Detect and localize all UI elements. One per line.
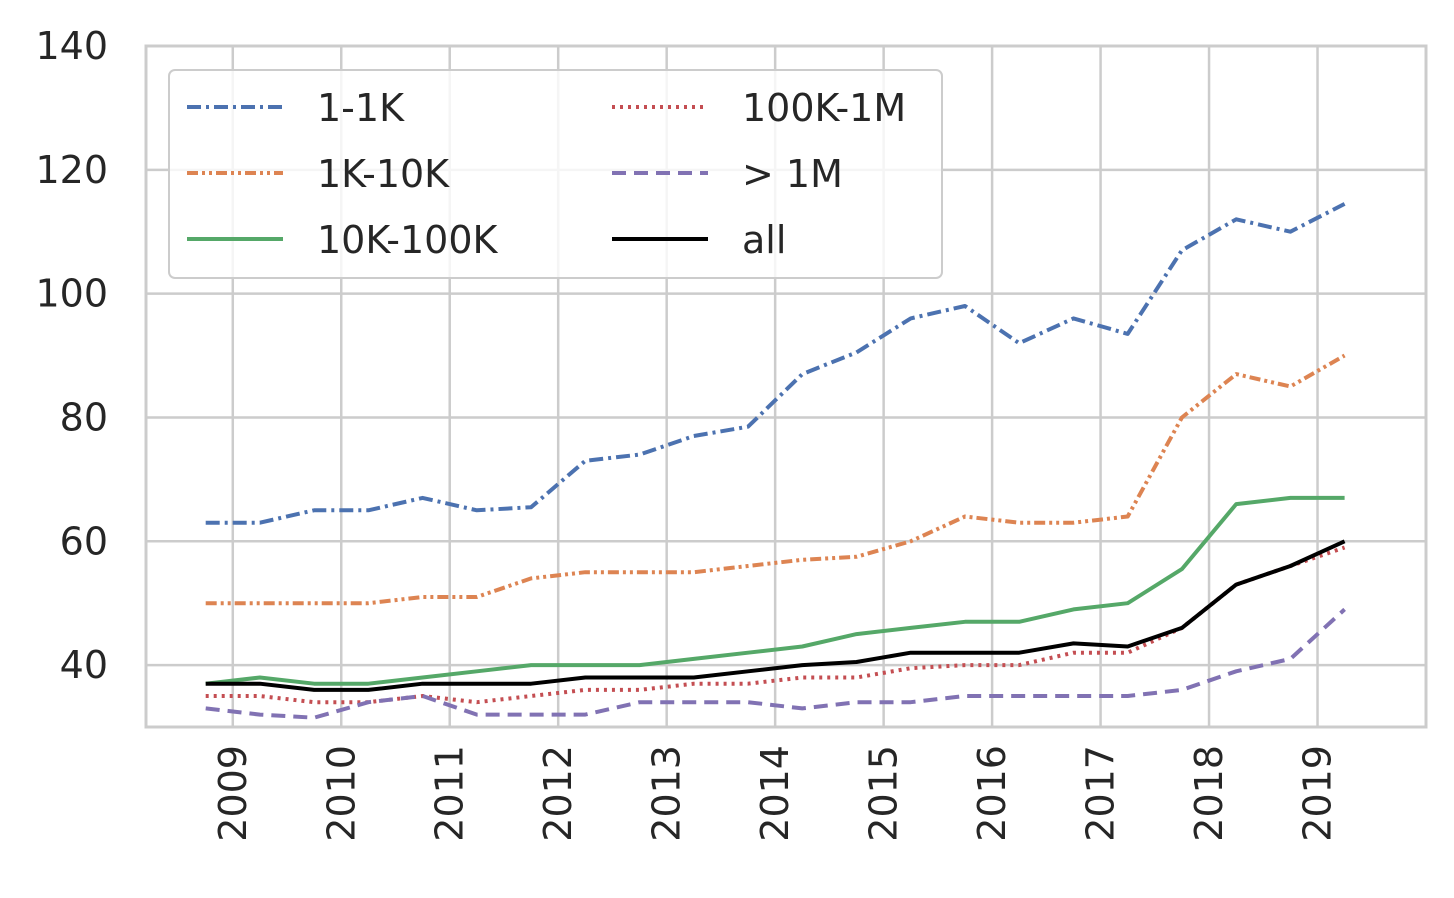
series-line-4 xyxy=(205,495,1345,686)
y-tick-label-40: 40 xyxy=(60,643,108,687)
x-tick-label-2017: 2017 xyxy=(1079,745,1123,842)
series-line-5 xyxy=(205,539,1346,692)
legend-label-5: all xyxy=(742,218,786,262)
legend-label-2: 1K-10K xyxy=(317,152,450,196)
legend-label-4: 10K-100K xyxy=(317,218,499,262)
plot-frame xyxy=(144,44,1428,729)
x-tick-label-2009: 2009 xyxy=(211,745,255,842)
x-tick-label-2019: 2019 xyxy=(1296,745,1340,842)
x-tick-label-2014: 2014 xyxy=(753,745,797,842)
x-tick-label-2015: 2015 xyxy=(862,745,906,842)
x-tick-label-2011: 2011 xyxy=(428,745,472,842)
series-line-3 xyxy=(205,607,1346,720)
x-axis-ticks: 2009 2010 2011 2012 2013 2014 2015 2016 2017 2018… xyxy=(211,745,1340,842)
series-lines xyxy=(205,202,1346,720)
x-tick-label-2016: 2016 xyxy=(970,745,1014,842)
x-tick-label-2018: 2018 xyxy=(1187,745,1231,842)
x-tick-label-2013: 2013 xyxy=(645,745,689,842)
y-tick-label-120: 120 xyxy=(35,148,108,192)
x-tick-label-2012: 2012 xyxy=(536,745,580,842)
y-tick-label-80: 80 xyxy=(60,395,108,439)
x-tick-label-2010: 2010 xyxy=(319,745,363,842)
legend-label-1: 100K-1M xyxy=(742,86,906,130)
y-tick-label-60: 60 xyxy=(60,519,108,563)
y-axis-ticks: 40 60 80 100 120 140 xyxy=(35,24,108,687)
series-line-2 xyxy=(205,353,1346,606)
legend-box xyxy=(168,69,943,279)
y-tick-label-140: 140 xyxy=(35,24,108,68)
legend-label-0: 1-1K xyxy=(317,86,405,130)
y-tick-label-100: 100 xyxy=(35,272,108,316)
legend: 1-1K 100K-1M 1K-10K > 1M 10K-100K all xyxy=(168,69,943,279)
series-line-0 xyxy=(205,202,1346,525)
legend-label-3: > 1M xyxy=(742,152,843,196)
